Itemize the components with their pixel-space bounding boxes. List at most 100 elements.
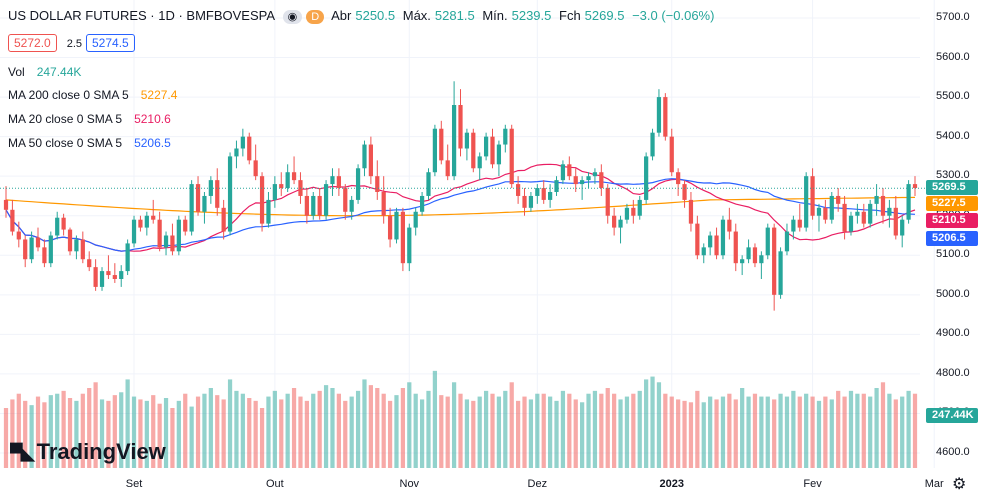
tradingview-logo[interactable]: ▀◣ TradingView bbox=[10, 439, 166, 464]
candle-body bbox=[291, 172, 297, 181]
candle-body bbox=[35, 237, 41, 248]
volume-bar bbox=[259, 408, 265, 468]
ask-button[interactable]: 5274.5 bbox=[86, 34, 135, 52]
candle-body bbox=[861, 211, 866, 224]
candle-body bbox=[247, 136, 252, 161]
price-tick-label: 5000.0 bbox=[936, 287, 970, 300]
volume-bar bbox=[624, 396, 630, 468]
candle-body bbox=[317, 195, 322, 216]
spread-value: 2.5 bbox=[66, 38, 82, 50]
legend-ma50[interactable]: MA 50 close 0 SMA 5 5206.5 bbox=[8, 136, 171, 150]
candle-body bbox=[407, 227, 412, 264]
bid-button[interactable]: 5272.0 bbox=[8, 34, 57, 52]
candle-body bbox=[394, 211, 399, 240]
candle-body bbox=[23, 239, 28, 260]
candle-body bbox=[624, 207, 630, 220]
candle-body bbox=[355, 168, 361, 200]
candle-body bbox=[131, 219, 137, 244]
volume-bar bbox=[682, 400, 687, 468]
chart-header: US DOLLAR FUTURES · 1D · BMFBOVESPA ◉ D A… bbox=[8, 8, 722, 24]
volume-bar bbox=[343, 400, 348, 468]
gear-icon[interactable]: ⚙ bbox=[952, 476, 967, 493]
price-tick-label: 5100.0 bbox=[936, 248, 970, 261]
date-tick-label: Out bbox=[265, 478, 284, 490]
candle-body bbox=[259, 176, 265, 224]
price-tick-label: 5500.0 bbox=[936, 90, 970, 103]
candle-body bbox=[311, 195, 316, 216]
candle-body bbox=[279, 184, 284, 189]
volume-bar bbox=[599, 393, 604, 468]
volume-bar bbox=[87, 388, 92, 468]
volume-bar bbox=[688, 402, 694, 468]
ma200-price-tag: 5227.5 bbox=[926, 196, 978, 211]
volume-bar bbox=[432, 370, 438, 468]
volume-bar bbox=[861, 393, 866, 468]
legend-ma20[interactable]: MA 20 close 0 SMA 5 5210.6 bbox=[8, 112, 171, 126]
volume-bar bbox=[375, 388, 380, 468]
candle-body bbox=[573, 176, 578, 185]
candle-body bbox=[592, 172, 598, 177]
volume-bar bbox=[144, 400, 149, 468]
candle-body bbox=[471, 132, 476, 169]
candle-body bbox=[176, 219, 181, 252]
candle-body bbox=[266, 199, 271, 224]
delay-badge[interactable]: D bbox=[306, 10, 325, 24]
candle-body bbox=[535, 188, 540, 196]
candle-body bbox=[202, 195, 207, 212]
candle-body bbox=[74, 239, 79, 252]
volume-bar bbox=[407, 382, 412, 468]
candle-body bbox=[375, 176, 380, 192]
volume-bar bbox=[298, 396, 303, 468]
volume-bar bbox=[637, 390, 642, 468]
candle-body bbox=[432, 128, 438, 173]
volume-bar bbox=[887, 393, 892, 468]
candle-body bbox=[797, 219, 802, 228]
candle-body bbox=[765, 227, 770, 256]
legend-ma200[interactable]: MA 200 close 0 SMA 5 5227.4 bbox=[8, 88, 178, 102]
volume-bar bbox=[740, 388, 745, 468]
candle-body bbox=[125, 243, 130, 272]
volume-bar bbox=[451, 382, 457, 468]
volume-bar bbox=[311, 393, 316, 468]
volume-bar bbox=[151, 395, 156, 468]
legend-volume[interactable]: Vol 247.44K bbox=[8, 65, 82, 79]
candle-body bbox=[221, 207, 226, 232]
volume-bar bbox=[912, 393, 918, 468]
volume-bar bbox=[855, 393, 860, 468]
volume-bar bbox=[535, 393, 540, 468]
candle-body bbox=[746, 247, 751, 260]
volume-bar bbox=[285, 393, 290, 468]
price-tick-label: 5600.0 bbox=[936, 50, 970, 63]
volume-bar bbox=[35, 396, 41, 468]
volume-bar bbox=[67, 398, 73, 468]
volume-bar bbox=[29, 405, 34, 468]
date-tick-label: Dez bbox=[527, 478, 548, 490]
candle-body bbox=[791, 219, 796, 232]
tradingview-logo-icon: ▀◣ bbox=[10, 443, 35, 463]
candle-body bbox=[253, 160, 258, 177]
symbol-title[interactable]: US DOLLAR FUTURES · 1D · BMFBOVESPA bbox=[8, 8, 276, 23]
candle-body bbox=[580, 180, 585, 185]
moving-averages bbox=[5, 163, 916, 252]
volume-bar bbox=[234, 390, 239, 468]
volume-bar bbox=[119, 392, 124, 468]
price-tick-label: 4800.0 bbox=[936, 366, 970, 379]
eye-icon[interactable]: ◉ bbox=[282, 10, 303, 24]
volume-bar bbox=[458, 393, 463, 468]
candle-body bbox=[151, 215, 156, 220]
candle-body bbox=[618, 219, 623, 228]
candle-body bbox=[477, 156, 482, 169]
volume-bar bbox=[189, 406, 194, 468]
candle-body bbox=[336, 176, 341, 189]
candle-body bbox=[893, 207, 898, 236]
candle-body bbox=[496, 144, 502, 165]
volume-bar bbox=[208, 388, 213, 468]
volume-bar bbox=[804, 393, 809, 468]
volume-bar bbox=[746, 396, 751, 468]
candle-body bbox=[362, 144, 367, 169]
ma20-line bbox=[5, 163, 916, 252]
candle-body bbox=[55, 217, 60, 236]
date-tick-label: 2023 bbox=[659, 478, 684, 490]
candle-body bbox=[16, 231, 21, 240]
